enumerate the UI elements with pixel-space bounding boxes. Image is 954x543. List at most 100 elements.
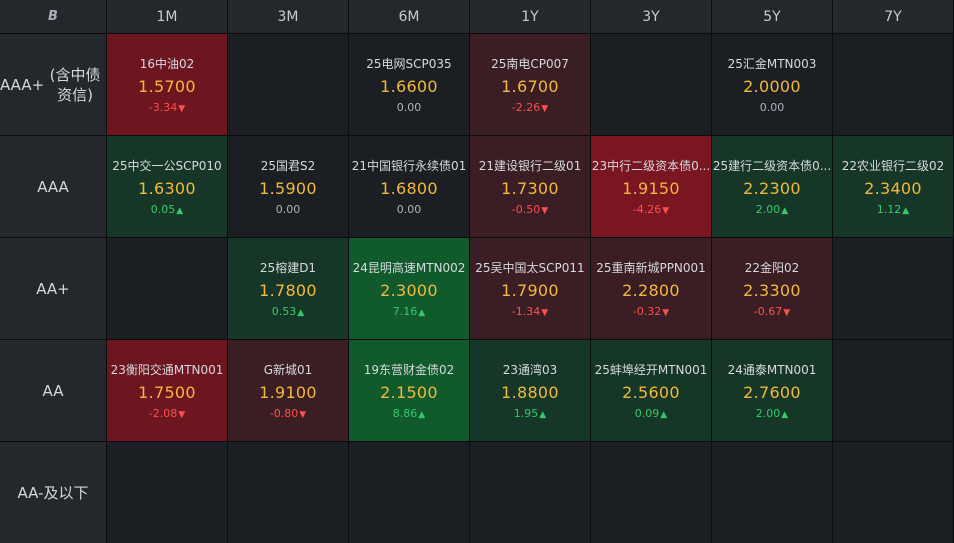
bond-yield: 1.5900 — [259, 179, 317, 198]
bond-cell[interactable]: 24昆明高速MTN002 2.3000 7.16▲ — [349, 238, 469, 339]
empty-cell — [591, 442, 711, 543]
bond-change: 2.00▲ — [756, 407, 788, 420]
bond-cell[interactable]: 25中交一公SCP010 1.6300 0.05▲ — [107, 136, 227, 237]
arrow-up-icon: ▲ — [176, 206, 184, 216]
arrow-down-icon: ▼ — [541, 206, 549, 216]
bond-yield: 2.2800 — [622, 281, 680, 300]
bond-change-value: 7.16 — [392, 305, 418, 318]
bond-cell[interactable]: 25建行二级资本债0... 2.2300 2.00▲ — [712, 136, 832, 237]
bond-cell[interactable]: 19东营财金债02 2.1500 8.86▲ — [349, 340, 469, 441]
bond-name: 23中行二级资本债0... — [591, 159, 711, 173]
bond-cell[interactable]: 25榕建D1 1.7800 0.53▲ — [228, 238, 348, 339]
bond-name: 25南电CP007 — [491, 57, 569, 71]
bond-yield: 1.6300 — [138, 179, 196, 198]
empty-cell — [833, 34, 953, 135]
arrow-up-icon: ▲ — [297, 308, 305, 318]
row-label: AA — [0, 340, 106, 441]
row-label-note: (含中债资信) — [49, 65, 101, 104]
bond-change: -0.80▼ — [270, 407, 306, 420]
bond-name: 24昆明高速MTN002 — [352, 261, 466, 275]
bond-change: 0.00 — [276, 203, 301, 216]
bond-name: 25吴中国太SCP011 — [475, 261, 585, 275]
bond-change: -3.34▼ — [149, 101, 185, 114]
bond-yield: 2.3000 — [380, 281, 438, 300]
bond-name: 25蚌埠经开MTN001 — [594, 363, 708, 377]
bond-change: -2.26▼ — [512, 101, 548, 114]
arrow-up-icon: ▲ — [781, 206, 789, 216]
arrow-down-icon: ▼ — [299, 410, 307, 420]
bond-cell[interactable]: 16中油02 1.5700 -3.34▼ — [107, 34, 227, 135]
row-label-rating: AA — [42, 381, 64, 400]
arrow-down-icon: ▼ — [662, 206, 670, 216]
arrow-down-icon: ▼ — [178, 104, 186, 114]
bond-yield: 2.1500 — [380, 383, 438, 402]
bond-yield: 2.5600 — [622, 383, 680, 402]
empty-cell — [591, 34, 711, 135]
bond-cell[interactable]: 23通湾03 1.8800 1.95▲ — [470, 340, 590, 441]
arrow-down-icon: ▼ — [662, 308, 670, 318]
row-label: AAA — [0, 136, 106, 237]
bond-change-value: 0.00 — [275, 203, 301, 216]
arrow-up-icon: ▲ — [418, 410, 426, 420]
bond-cell[interactable]: G新城01 1.9100 -0.80▼ — [228, 340, 348, 441]
bond-change-value: -2.26 — [511, 101, 541, 114]
bond-change-value: -0.67 — [753, 305, 783, 318]
bond-yield: 1.9100 — [259, 383, 317, 402]
bond-cell[interactable]: 21建设银行二级01 1.7300 -0.50▼ — [470, 136, 590, 237]
bond-cell[interactable]: 23中行二级资本债0... 1.9150 -4.26▼ — [591, 136, 711, 237]
bond-change: 0.00 — [397, 203, 422, 216]
empty-cell — [712, 442, 832, 543]
column-header-7y[interactable]: 7Y — [833, 0, 953, 33]
bond-yield: 1.7500 — [138, 383, 196, 402]
bond-cell[interactable]: 25重南新城PPN001 2.2800 -0.32▼ — [591, 238, 711, 339]
bond-change-value: -0.32 — [632, 305, 662, 318]
bond-change-value: 0.00 — [759, 101, 785, 114]
bond-yield: 2.7600 — [743, 383, 801, 402]
bond-change: -4.26▼ — [633, 203, 669, 216]
arrow-up-icon: ▲ — [660, 410, 668, 420]
bond-cell[interactable]: 22农业银行二级02 2.3400 1.12▲ — [833, 136, 953, 237]
column-header-6m[interactable]: 6M — [349, 0, 469, 33]
bond-change: 1.12▲ — [877, 203, 909, 216]
bond-cell[interactable]: 25电网SCP035 1.6600 0.00 — [349, 34, 469, 135]
arrow-down-icon: ▼ — [783, 308, 791, 318]
bond-cell[interactable]: 21中国银行永续债01 1.6800 0.00 — [349, 136, 469, 237]
column-header-1y[interactable]: 1Y — [470, 0, 590, 33]
column-header-3y[interactable]: 3Y — [591, 0, 711, 33]
bond-change-value: 0.53 — [271, 305, 297, 318]
bond-cell[interactable]: 25蚌埠经开MTN001 2.5600 0.09▲ — [591, 340, 711, 441]
bond-name: 23通湾03 — [502, 363, 558, 377]
app-logo-icon: B — [0, 0, 106, 33]
bond-change-value: 8.86 — [392, 407, 418, 420]
bond-name: 25建行二级资本债0... — [712, 159, 832, 173]
bond-name: 25国君S2 — [260, 159, 316, 173]
bond-cell[interactable]: 23衡阳交通MTN001 1.7500 -2.08▼ — [107, 340, 227, 441]
bond-cell[interactable]: 25吴中国太SCP011 1.7900 -1.34▼ — [470, 238, 590, 339]
bond-name: 21建设银行二级01 — [478, 159, 582, 173]
bond-change-value: 0.09 — [634, 407, 660, 420]
row-label-rating: AAA — [37, 177, 69, 196]
bond-cell[interactable]: 25南电CP007 1.6700 -2.26▼ — [470, 34, 590, 135]
column-header-3m[interactable]: 3M — [228, 0, 348, 33]
column-header-1m[interactable]: 1M — [107, 0, 227, 33]
bond-name: 19东营财金债02 — [363, 363, 455, 377]
empty-cell — [228, 442, 348, 543]
bond-yield: 1.7800 — [259, 281, 317, 300]
bond-cell[interactable]: 24通泰MTN001 2.7600 2.00▲ — [712, 340, 832, 441]
bond-change: -2.08▼ — [149, 407, 185, 420]
bond-change-value: -0.50 — [511, 203, 541, 216]
bond-change: -0.67▼ — [754, 305, 790, 318]
bond-cell[interactable]: 25国君S2 1.5900 0.00 — [228, 136, 348, 237]
bond-yield: 1.6600 — [380, 77, 438, 96]
bond-change-value: -3.34 — [148, 101, 178, 114]
empty-cell — [833, 238, 953, 339]
bond-name: 16中油02 — [139, 57, 195, 71]
bond-cell[interactable]: 22金阳02 2.3300 -0.67▼ — [712, 238, 832, 339]
bond-change: 0.53▲ — [272, 305, 304, 318]
bond-cell[interactable]: 25汇金MTN003 2.0000 0.00 — [712, 34, 832, 135]
column-header-5y[interactable]: 5Y — [712, 0, 832, 33]
bond-yield: 1.7900 — [501, 281, 559, 300]
arrow-down-icon: ▼ — [541, 104, 549, 114]
bond-change: -1.34▼ — [512, 305, 548, 318]
